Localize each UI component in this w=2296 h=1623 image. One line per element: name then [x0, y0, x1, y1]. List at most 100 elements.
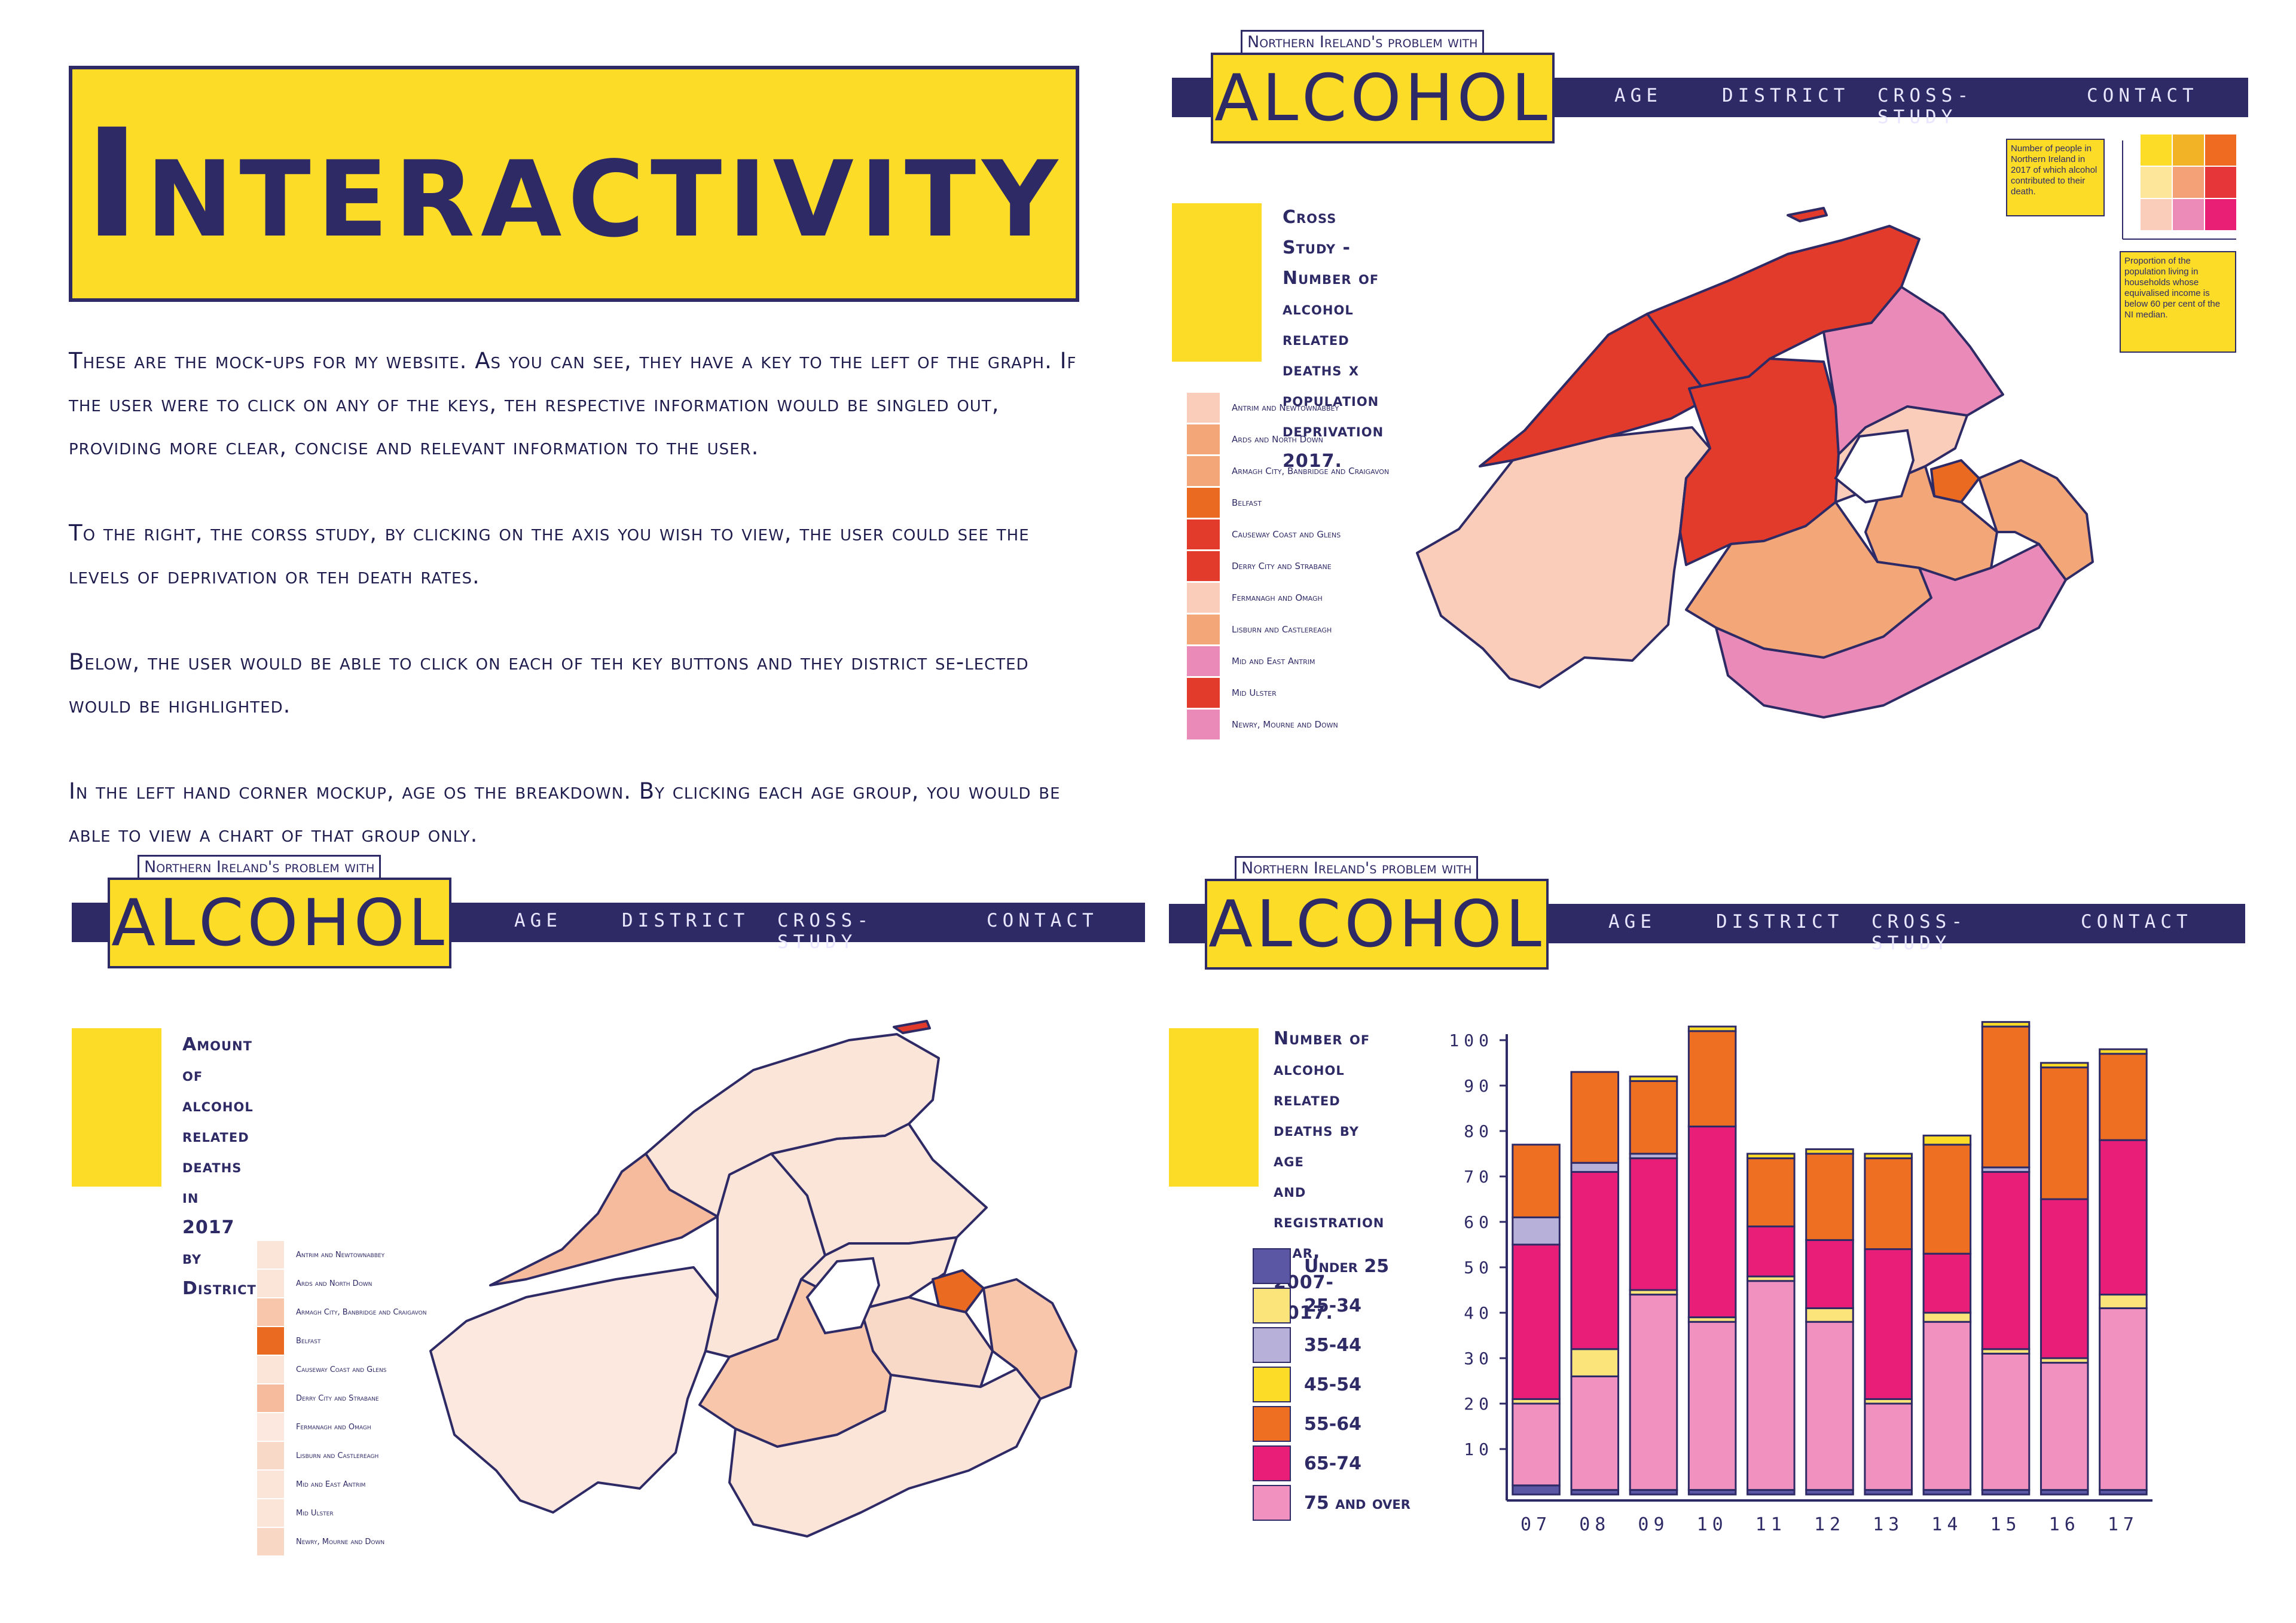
cross-study-key-row[interactable]: Mid and East Antrim	[1187, 645, 1389, 677]
legend-swatch[interactable]	[1253, 1406, 1291, 1442]
district-key-row[interactable]: Derry City and Strabane	[257, 1384, 427, 1413]
district-key-row[interactable]: Belfast	[257, 1326, 427, 1355]
cross-study-key-row[interactable]: Belfast	[1187, 487, 1389, 518]
cross-study-key-row[interactable]: Armagh City, Banbridge and Craigavon	[1187, 455, 1389, 487]
bar-segment[interactable]	[1864, 1248, 1913, 1400]
key-swatch[interactable]	[1187, 614, 1220, 644]
bar-segment[interactable]	[1747, 1157, 1796, 1228]
age-legend-item[interactable]: 35-44	[1253, 1325, 1410, 1365]
bar-segment[interactable]	[1922, 1144, 1972, 1255]
key-swatch[interactable]	[1187, 551, 1220, 581]
key-swatch[interactable]	[1187, 677, 1220, 708]
key-swatch[interactable]	[257, 1241, 284, 1269]
legend-deaths[interactable]: Number of people in Northern Ireland in …	[2006, 139, 2105, 216]
bar-segment[interactable]	[1629, 1075, 1678, 1082]
nav-age[interactable]: AGE	[514, 910, 562, 931]
map-region-ards-north-down[interactable]	[1978, 459, 2094, 581]
nav-contact[interactable]: CONTACT	[2081, 911, 2193, 933]
bar-segment[interactable]	[1512, 1402, 1561, 1487]
age-legend-item[interactable]: 45-54	[1253, 1365, 1410, 1404]
bar-segment[interactable]	[1570, 1348, 1620, 1377]
bar-segment[interactable]	[2039, 1362, 2089, 1491]
cross-study-key-row[interactable]: Fermanagh and Omagh	[1187, 582, 1389, 613]
bar-segment[interactable]	[1687, 1025, 1737, 1032]
key-swatch[interactable]	[257, 1327, 284, 1355]
bar-segment[interactable]	[1922, 1312, 1972, 1323]
map-region-ards-north-down[interactable]	[982, 1278, 1077, 1400]
bar-segment[interactable]	[1864, 1402, 1913, 1491]
bar-segment[interactable]	[2099, 1048, 2148, 1055]
bar-segment[interactable]	[1922, 1252, 1972, 1314]
map-region-belfast[interactable]	[1930, 459, 1980, 503]
district-key-row[interactable]: Mid Ulster	[257, 1499, 427, 1527]
bar-segment[interactable]	[1864, 1153, 1913, 1160]
legend-swatch[interactable]	[1253, 1445, 1291, 1481]
key-swatch[interactable]	[257, 1298, 284, 1326]
age-legend-item[interactable]: 25-34	[1253, 1286, 1410, 1325]
bar-segment[interactable]	[1629, 1080, 1678, 1155]
legend-swatch[interactable]	[1253, 1248, 1291, 1284]
bar-segment[interactable]	[1805, 1153, 1854, 1241]
district-key-row[interactable]: Ards and North Down	[257, 1269, 427, 1298]
key-swatch[interactable]	[1187, 456, 1220, 486]
age-legend-item[interactable]: Under 25	[1253, 1246, 1410, 1286]
district-key-row[interactable]: Fermanagh and Omagh	[257, 1413, 427, 1441]
cross-study-key-row[interactable]: Newry, Mourne and Down	[1187, 708, 1389, 740]
bar-segment[interactable]	[1687, 1321, 1737, 1491]
bar-segment[interactable]	[2039, 1198, 2089, 1359]
key-swatch[interactable]	[1187, 392, 1220, 423]
key-swatch[interactable]	[1187, 709, 1220, 739]
bar-segment[interactable]	[1922, 1321, 1972, 1491]
logo-title[interactable]: ALCOHOL	[108, 878, 451, 968]
nav-district[interactable]: DISTRICT	[622, 910, 750, 931]
key-swatch[interactable]	[257, 1384, 284, 1412]
nav-age[interactable]: AGE	[1614, 85, 1662, 106]
map-region-mid-east-antrim[interactable]	[1822, 286, 2004, 456]
logo-title[interactable]: ALCOHOL	[1205, 879, 1549, 970]
map-region-newry-mourne-down[interactable]	[1715, 543, 2067, 719]
bar-segment[interactable]	[2099, 1139, 2148, 1296]
nav-cross-study[interactable]: CROSS-STUDY	[1877, 85, 1973, 128]
nav-district[interactable]: DISTRICT	[1722, 85, 1850, 106]
nav-age[interactable]: AGE	[1608, 911, 1656, 933]
bar-segment[interactable]	[2099, 1307, 2148, 1491]
nav-contact[interactable]: CONTACT	[2087, 85, 2199, 106]
district-key-row[interactable]: Causeway Coast and Glens	[257, 1355, 427, 1384]
bar-segment[interactable]	[1570, 1162, 1620, 1173]
bar-segment[interactable]	[2099, 1053, 2148, 1141]
key-swatch[interactable]	[1187, 582, 1220, 613]
key-swatch[interactable]	[257, 1413, 284, 1441]
bar-segment[interactable]	[2039, 1062, 2089, 1069]
cross-study-key-row[interactable]: Ards and North Down	[1187, 423, 1389, 455]
bar-segment[interactable]	[1747, 1280, 1796, 1491]
bar-segment[interactable]	[1981, 1025, 2031, 1169]
cross-study-key-row[interactable]: Derry City and Strabane	[1187, 550, 1389, 582]
bar-segment[interactable]	[1747, 1225, 1796, 1277]
bar-segment[interactable]	[1981, 1021, 2031, 1028]
age-legend-item[interactable]: 75 and over	[1253, 1483, 1410, 1523]
key-swatch[interactable]	[257, 1528, 284, 1555]
nav-cross-study[interactable]: CROSS-STUDY	[777, 910, 873, 953]
district-key-row[interactable]: Lisburn and Castlereagh	[257, 1441, 427, 1470]
bar-segment[interactable]	[1629, 1157, 1678, 1291]
bar-segment[interactable]	[1922, 1135, 1972, 1146]
cross-study-key-row[interactable]: Mid Ulster	[1187, 677, 1389, 708]
district-key-row[interactable]: Armagh City, Banbridge and Craigavon	[257, 1298, 427, 1326]
key-swatch[interactable]	[257, 1499, 284, 1527]
key-swatch[interactable]	[257, 1471, 284, 1498]
map-region-fermanagh-omagh[interactable]	[1416, 426, 1711, 689]
bar-segment[interactable]	[2039, 1066, 2089, 1200]
bar-segment[interactable]	[1864, 1157, 1913, 1251]
bar-segment[interactable]	[1570, 1375, 1620, 1491]
bar-segment[interactable]	[1512, 1484, 1561, 1496]
cross-study-key-row[interactable]: Causeway Coast and Glens	[1187, 518, 1389, 550]
key-swatch[interactable]	[257, 1270, 284, 1297]
bar-segment[interactable]	[1512, 1243, 1561, 1400]
legend-deprivation[interactable]: Proportion of the population living in h…	[2120, 251, 2236, 353]
bar-segment[interactable]	[1570, 1170, 1620, 1350]
legend-swatch[interactable]	[1253, 1327, 1291, 1363]
bar-segment[interactable]	[1981, 1170, 2031, 1350]
bar-segment[interactable]	[1805, 1148, 1854, 1155]
map-region-belfast[interactable]	[932, 1269, 985, 1313]
bar-segment[interactable]	[1805, 1307, 1854, 1323]
